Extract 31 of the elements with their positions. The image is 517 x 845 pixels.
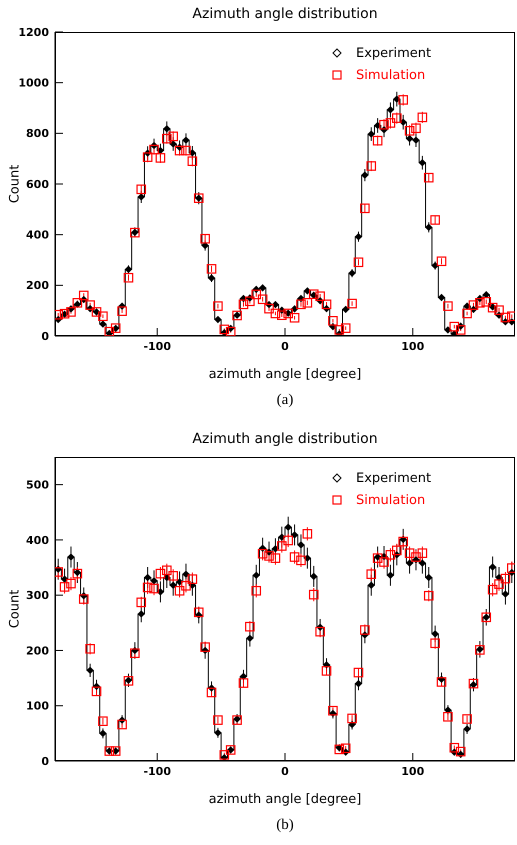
x-tick-label: -100 xyxy=(143,340,172,353)
x-tick-label: 0 xyxy=(281,764,290,778)
legend-label: Experiment xyxy=(356,470,432,486)
y-tick-label: 400 xyxy=(26,534,50,547)
x-tick-label: -100 xyxy=(143,764,172,778)
legend-label: Experiment xyxy=(356,46,432,60)
chart-title: Azimuth angle distribution xyxy=(191,431,379,447)
x-axis-title: azimuth angle [degree] xyxy=(208,792,362,807)
y-tick-label: 1000 xyxy=(18,76,50,90)
legend-label: Simulation xyxy=(356,492,426,508)
y-tick-label: 600 xyxy=(26,178,50,191)
y-tick-label: 500 xyxy=(26,478,50,492)
y-tick-label: 200 xyxy=(26,279,50,292)
y-tick-label: 100 xyxy=(26,700,50,713)
text: (b) xyxy=(275,817,295,834)
chart-title: Azimuth angle distribution xyxy=(191,6,379,22)
x-tick-label: 100 xyxy=(401,340,425,353)
legend-label: Simulation xyxy=(356,68,426,82)
x-tick-label: 0 xyxy=(281,340,290,353)
y-tick-label: 300 xyxy=(26,589,50,602)
x-tick-label: 100 xyxy=(401,764,425,778)
y-axis-title: Count xyxy=(8,590,23,628)
y-tick-label: 0 xyxy=(41,754,50,768)
x-axis-title: azimuth angle [degree] xyxy=(208,367,362,382)
y-tick-label: 200 xyxy=(26,644,50,658)
y-tick-label: 800 xyxy=(26,127,50,140)
y-tick-label: 1200 xyxy=(18,26,50,39)
y-tick-label: 0 xyxy=(41,330,50,343)
y-tick-label: 400 xyxy=(26,228,50,242)
text: (a) xyxy=(276,392,294,409)
y-axis-title: Count xyxy=(8,164,23,204)
